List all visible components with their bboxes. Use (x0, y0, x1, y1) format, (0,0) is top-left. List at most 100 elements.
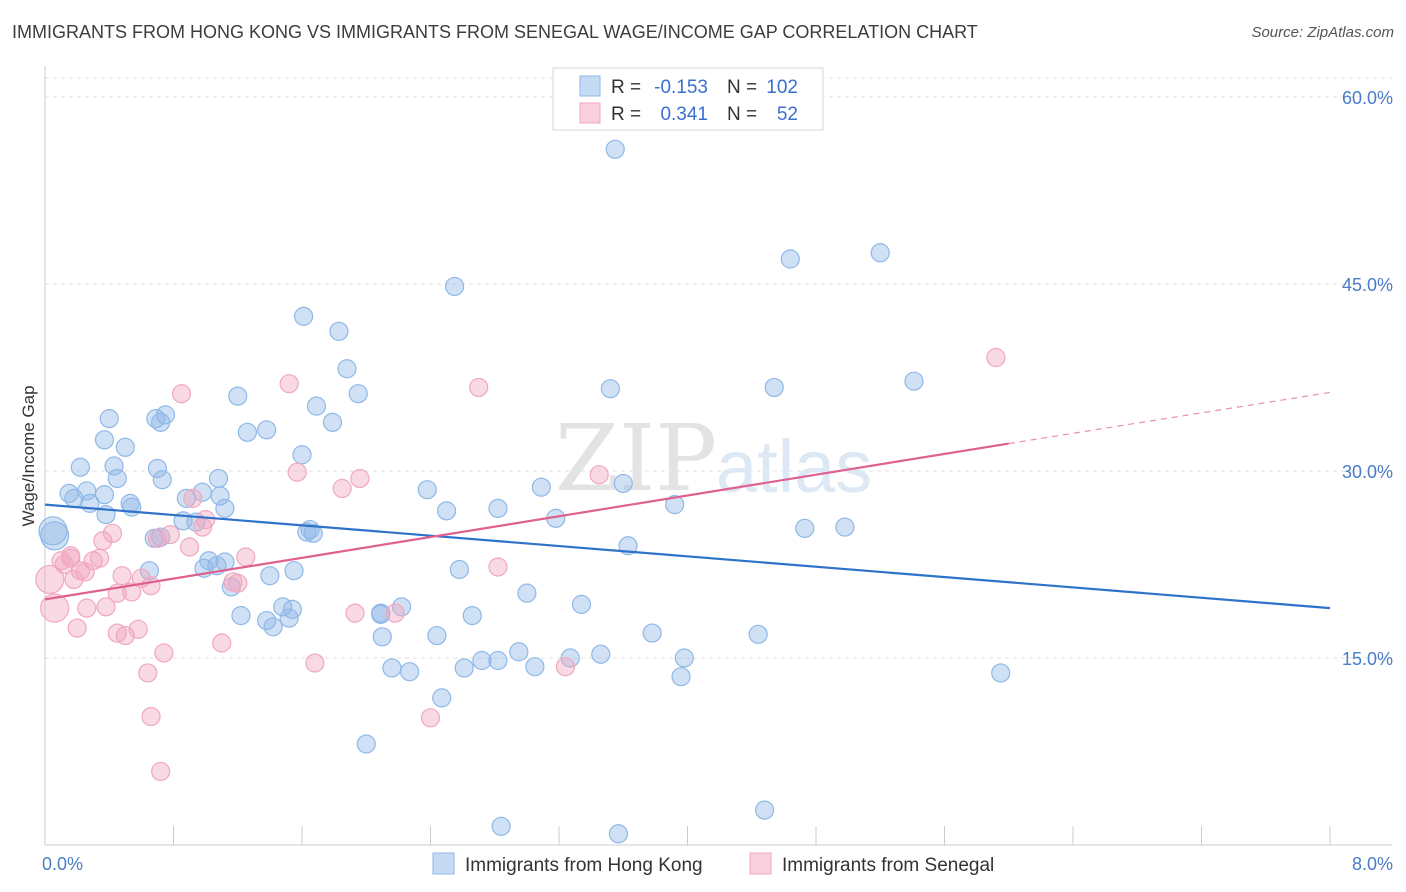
data-point (231, 605, 251, 626)
data-point (642, 623, 662, 643)
data-point (115, 437, 135, 457)
data-point (154, 643, 174, 663)
data-point (608, 824, 629, 844)
data-point (107, 468, 127, 489)
data-point (297, 522, 317, 542)
data-point (665, 495, 685, 515)
data-point (337, 359, 357, 379)
data-point (531, 477, 551, 497)
data-point (488, 557, 508, 577)
data-point (356, 734, 376, 754)
data-point (329, 321, 349, 341)
data-point (171, 384, 192, 404)
grid-lines (45, 77, 1392, 659)
data-point (372, 627, 392, 647)
data-point (322, 412, 343, 432)
watermark-atlas: atlas (716, 425, 872, 508)
data-point (385, 603, 405, 623)
series-0-points (38, 139, 1011, 844)
data-point (183, 488, 203, 508)
data-point (509, 642, 529, 662)
data-point (40, 521, 70, 551)
data-point (345, 603, 365, 623)
legend-swatch-hongkong (579, 75, 601, 97)
data-point (491, 816, 511, 836)
legend-r-label-1: R = (611, 77, 641, 98)
data-point (306, 396, 327, 416)
trend-line-0 (44, 503, 1331, 610)
data-point (151, 412, 171, 432)
data-point (138, 663, 158, 683)
data-point (263, 617, 283, 637)
data-point (754, 800, 775, 820)
data-point (212, 633, 232, 653)
data-point (141, 706, 161, 727)
data-point (151, 761, 171, 782)
data-point (991, 663, 1011, 683)
y-axis-label: Wage/Income Gap (19, 385, 38, 526)
data-point (236, 547, 256, 567)
data-point (112, 566, 132, 586)
scatter-points (35, 139, 1011, 844)
data-point (348, 384, 368, 404)
data-point (560, 648, 580, 668)
legend-n-label-1: N = (727, 77, 757, 98)
data-point (284, 561, 304, 581)
data-point (303, 523, 323, 543)
trend-lines (44, 391, 1331, 610)
data-point (102, 523, 123, 543)
data-point (99, 409, 119, 429)
data-point (591, 644, 611, 664)
data-point (196, 509, 216, 530)
data-point (70, 457, 90, 477)
data-point (488, 650, 508, 671)
data-point (228, 386, 248, 406)
y-tick-label: 30.0% (1342, 462, 1393, 482)
data-point (605, 139, 625, 159)
data-point (257, 420, 277, 440)
legend-series-hongkong: Immigrants from Hong Kong (465, 855, 703, 876)
data-point (94, 430, 115, 450)
data-point (67, 618, 87, 638)
data-point (613, 473, 633, 494)
legend-series-senegal: Immigrants from Senegal (782, 855, 994, 876)
data-point (835, 517, 855, 537)
data-point (279, 374, 299, 394)
data-point (61, 548, 81, 568)
stats-legend: R = -0.153 N = 102 R = 0.341 N = 52 (552, 67, 824, 131)
data-point (332, 478, 352, 499)
data-point (449, 559, 470, 580)
data-point (986, 347, 1006, 368)
data-point (555, 657, 576, 677)
legend-swatch-senegal-bottom (749, 852, 772, 875)
source-label: Source: ZipAtlas.com (1251, 24, 1394, 41)
data-point (571, 594, 592, 614)
data-point (417, 480, 437, 500)
data-point (795, 518, 815, 538)
legend-r-value-2: 0.341 (660, 104, 708, 125)
x-tick-label: 0.0% (42, 854, 83, 874)
data-point (141, 576, 161, 596)
data-point (305, 653, 325, 673)
data-point (400, 662, 420, 682)
x-tick-labels: 0.0% 8.0% (42, 854, 1393, 874)
legend-n-value-1: 102 (766, 77, 798, 98)
data-point (237, 422, 257, 442)
data-point (517, 583, 537, 603)
data-point (40, 593, 70, 623)
data-point (179, 537, 200, 557)
legend-n-label-2: N = (727, 104, 757, 125)
data-point (525, 657, 545, 677)
data-point (90, 548, 110, 568)
chart-title: IMMIGRANTS FROM HONG KONG VS IMMIGRANTS … (12, 22, 978, 42)
y-tick-label: 60.0% (1342, 88, 1393, 108)
data-point (454, 658, 474, 678)
data-point (279, 608, 299, 628)
data-point (122, 497, 142, 517)
data-point (160, 524, 180, 545)
data-point (420, 708, 441, 728)
watermark-zip: ZIP (555, 405, 717, 512)
x-tick-label: 8.0% (1352, 854, 1393, 874)
y-tick-label: 45.0% (1342, 275, 1393, 295)
